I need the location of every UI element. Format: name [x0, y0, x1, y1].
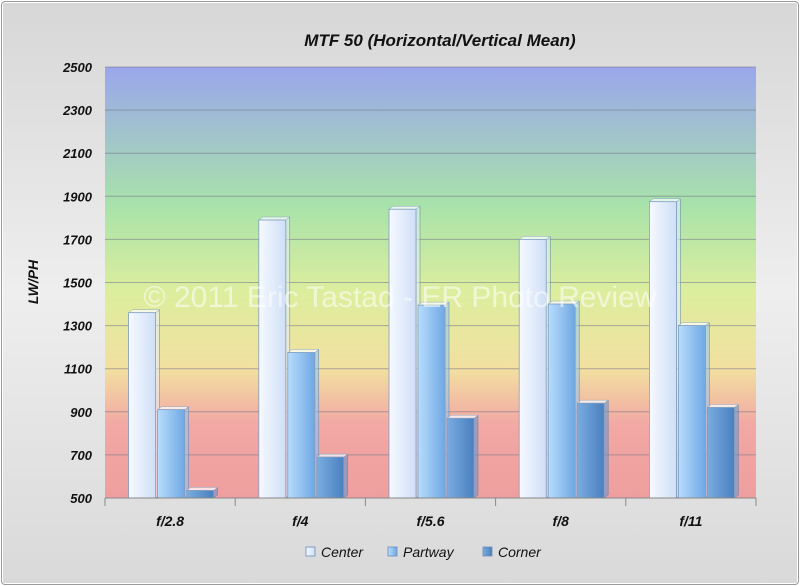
bar-top — [316, 453, 349, 458]
bar-side — [184, 406, 189, 499]
y-tick-label: 2500 — [62, 60, 93, 75]
bar-top — [648, 198, 682, 202]
bar-top — [287, 349, 320, 353]
x-tick-label: f/5.6 — [416, 513, 444, 529]
bar-top — [156, 406, 190, 410]
bar-top — [576, 399, 609, 404]
bar-top — [446, 415, 479, 419]
bar-side — [734, 403, 739, 499]
bar-corner-0 — [186, 490, 215, 499]
bar-side — [473, 414, 479, 499]
bar-top — [706, 404, 740, 408]
bar-center-2 — [388, 208, 417, 499]
y-tick-label: 1100 — [64, 362, 93, 377]
bars — [127, 198, 740, 499]
watermark: © 2011 Eric Tastad - ER Photo Review — [144, 281, 657, 314]
bar-center-1 — [258, 219, 287, 499]
bar-partway-0 — [157, 409, 186, 499]
x-tick-labels: f/2.8 f/4 f/5.6 f/8 f/11 — [104, 498, 757, 529]
legend: Center Partway Corner — [305, 544, 542, 560]
legend-swatch-center — [305, 546, 316, 557]
bar-center-0 — [128, 312, 157, 499]
x-tick-label: f/8 — [553, 513, 570, 529]
bar-top — [518, 236, 551, 240]
y-tick-label: 2100 — [62, 146, 93, 161]
bar-top — [388, 205, 421, 210]
bar-center-4 — [649, 201, 677, 499]
y-tick-label: 700 — [70, 448, 92, 463]
y-axis-label: LW/PH — [25, 259, 41, 304]
bar-partway-4 — [678, 325, 706, 499]
bar-center-3 — [518, 238, 547, 499]
x-tick-label: f/4 — [292, 513, 309, 529]
bar-corner-2 — [446, 417, 475, 499]
x-tick-label: f/11 — [679, 513, 702, 529]
legend-label-corner: Corner — [498, 544, 542, 560]
y-tick-label: 1900 — [63, 189, 93, 204]
y-tick-label: 1500 — [63, 276, 93, 291]
bar-corner-1 — [316, 456, 345, 499]
y-tick-labels: 500 700 900 1100 1300 1500 1700 1900 2100 2300 250… — [62, 60, 93, 506]
legend-label-partway: Partway — [403, 544, 455, 560]
bar-top — [258, 216, 291, 221]
legend-swatch-corner — [482, 546, 493, 557]
bar-partway-2 — [417, 304, 446, 499]
bar-top — [677, 322, 711, 326]
legend-label-center: Center — [321, 544, 364, 560]
bar-top — [185, 487, 219, 491]
bar-partway-3 — [547, 303, 576, 499]
chart-title: MTF 50 (Horizontal/Vertical Mean) — [304, 31, 576, 50]
bar-side — [603, 399, 609, 499]
bar-corner-3 — [576, 402, 605, 499]
bar-side — [343, 453, 349, 499]
y-tick-label: 2300 — [62, 103, 93, 118]
bar-partway-1 — [287, 352, 316, 499]
y-tick-label: 1700 — [63, 232, 93, 247]
bar-corner-4 — [707, 407, 735, 499]
y-tick-label: 1300 — [63, 319, 93, 334]
y-tick-label: 900 — [70, 405, 92, 420]
legend-swatch-partway — [387, 546, 398, 557]
y-tick-label: 500 — [70, 491, 92, 506]
x-tick-label: f/2.8 — [156, 513, 184, 529]
